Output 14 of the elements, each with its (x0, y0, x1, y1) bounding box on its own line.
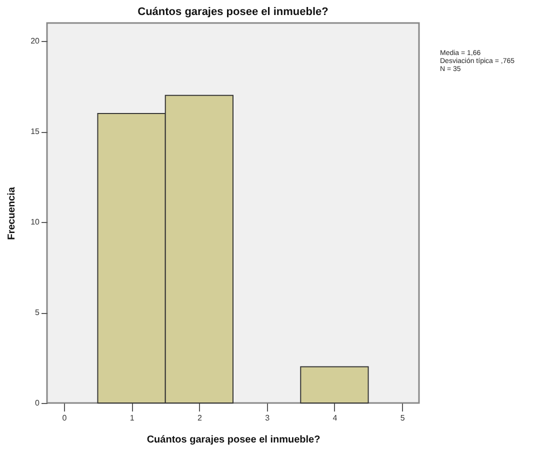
x-tick-label: 4 (332, 414, 338, 422)
x-tick-label: 2 (197, 414, 202, 422)
y-tick-label: 0 (35, 398, 40, 408)
x-tick-label: 3 (265, 414, 270, 422)
x-tick-label: 5 (400, 414, 406, 422)
y-tick-label: 5 (35, 308, 40, 318)
y-axis-title: Frecuencia (6, 186, 18, 240)
y-tick-label: 10 (30, 218, 40, 227)
y-tick-label: 15 (30, 127, 40, 136)
chart-title: Cuántos garajes posee el inmueble? (138, 6, 329, 18)
y-tick-label: 20 (30, 36, 40, 46)
x-tick-label: 0 (62, 414, 68, 422)
x-tick-label: 1 (130, 414, 135, 422)
x-axis-title: Cuántos garajes posee el inmueble? (146, 434, 320, 446)
